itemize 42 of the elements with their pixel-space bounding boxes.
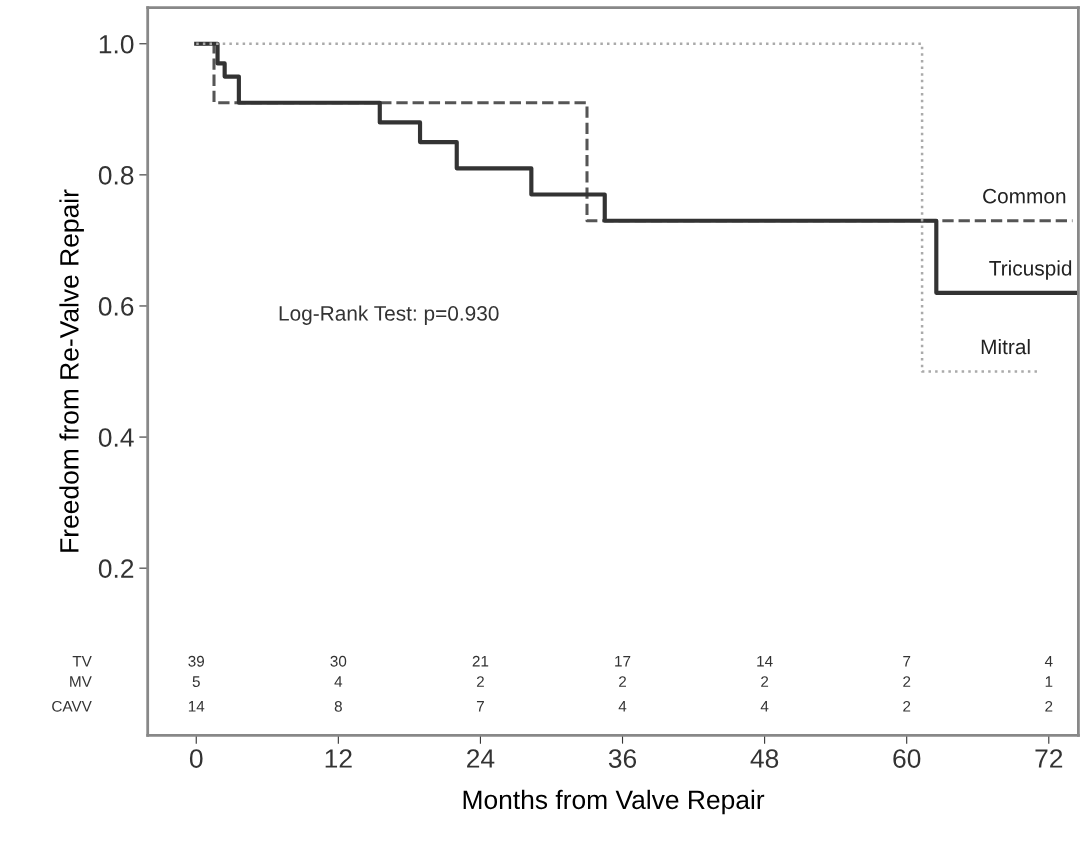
annotation: 2: [619, 676, 626, 687]
text: TV: [72, 655, 92, 667]
annotation: 2: [903, 676, 911, 687]
annotation: 17: [615, 655, 631, 667]
annotation: 4: [760, 701, 769, 712]
x-tick-label: 48: [750, 749, 779, 768]
y-tick-label: 1.0: [99, 34, 134, 54]
x-tick-label: 24: [467, 749, 495, 768]
annotation: 5: [192, 676, 200, 688]
y-tick-label: 0.4: [98, 428, 134, 447]
x-tick-label: 36: [608, 749, 637, 768]
annotation: 2: [761, 676, 769, 687]
x-axis-title: Months from Valve Repair: [463, 789, 765, 815]
annotation: 2: [476, 676, 484, 687]
annotation: 8: [334, 700, 342, 712]
series-label: Common: [983, 188, 1066, 204]
annotation: 1: [1045, 676, 1053, 687]
y-tick-label: 0.8: [98, 166, 134, 185]
annotation: 4: [334, 676, 343, 687]
x-tick-label: 60: [893, 749, 921, 768]
x-tick-label: 0: [189, 749, 203, 768]
y-tick-label: 0.6: [98, 297, 134, 316]
annotation: 14: [188, 701, 205, 712]
y-axis-title: Freedom from Re-Valve Repair: [59, 189, 84, 552]
annotation: 14: [757, 655, 773, 667]
annotation: 7: [903, 655, 911, 667]
series-label: Mitral: [981, 338, 1030, 355]
annotation: 2: [1045, 700, 1053, 712]
annotation: 21: [472, 655, 489, 667]
annotation: Log-Rank Test: p=0.930: [279, 305, 499, 325]
annotation: 4: [1044, 655, 1053, 667]
annotation: 4: [618, 701, 627, 712]
annotation: 30: [330, 655, 347, 667]
text: MV: [70, 676, 92, 687]
series-label: Tricuspid: [989, 260, 1072, 280]
y-tick-label: 0.2: [98, 559, 134, 578]
annotation: 39: [188, 655, 205, 667]
x-tick-label: 12: [325, 749, 352, 768]
annotation: 2: [903, 700, 911, 712]
text: CAVV: [52, 700, 92, 712]
annotation: 7: [476, 701, 484, 712]
x-tick-label: 72: [1035, 749, 1063, 768]
